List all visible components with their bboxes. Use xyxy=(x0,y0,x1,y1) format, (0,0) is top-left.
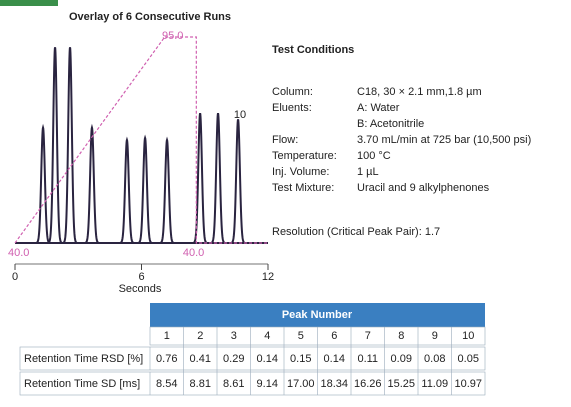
condition-label: Column: xyxy=(272,86,313,98)
column-header: 2 xyxy=(197,330,203,342)
gradient-line xyxy=(14,36,268,244)
peak xyxy=(34,123,52,244)
cell: 0.11 xyxy=(357,353,378,365)
cell: 8.54 xyxy=(156,378,177,390)
table-header: Peak Number xyxy=(282,309,353,321)
cell: 8.61 xyxy=(223,378,244,390)
x-tick-label: 0 xyxy=(12,271,18,283)
cell: 11.09 xyxy=(421,378,448,390)
condition-value: Uracil and 9 alkylphenones xyxy=(357,182,490,194)
cell: 8.81 xyxy=(190,378,211,390)
column-header: 1 xyxy=(164,330,170,342)
condition-value: C18, 30 × 2.1 mm,1.8 µm xyxy=(357,86,482,98)
tab xyxy=(0,0,58,6)
chart-title: Overlay of 6 Consecutive Runs xyxy=(69,11,231,23)
peak xyxy=(191,112,209,244)
row-label: Retention Time SD [ms] xyxy=(24,378,140,390)
condition-label: Temperature: xyxy=(272,150,337,162)
peak xyxy=(46,47,64,244)
cell: 15.25 xyxy=(387,378,415,390)
x-tick-label: 12 xyxy=(262,271,274,283)
row-bg xyxy=(19,346,486,371)
peak xyxy=(229,119,247,244)
cell: 0.09 xyxy=(391,353,412,365)
condition-label: Test Mixture: xyxy=(272,182,334,194)
condition-label: Eluents: xyxy=(272,102,312,114)
row-label: Retention Time RSD [%] xyxy=(24,353,143,365)
peak xyxy=(209,112,227,244)
peak xyxy=(61,47,79,244)
condition-value: 3.70 mL/min at 725 bar (10,500 psi) xyxy=(357,134,531,146)
column-header: 6 xyxy=(331,330,337,342)
condition-label: Flow: xyxy=(272,134,298,146)
condition-label: Inj. Volume: xyxy=(272,166,329,178)
cell: 0.15 xyxy=(290,353,311,365)
cell: 0.08 xyxy=(424,353,445,365)
column-header: 7 xyxy=(365,330,371,342)
cell: 0.29 xyxy=(223,353,244,365)
peak xyxy=(136,134,154,244)
column-header: 8 xyxy=(398,330,404,342)
gradient-label: 40.0 xyxy=(183,247,204,259)
peak xyxy=(83,123,101,244)
peak xyxy=(118,136,136,244)
resolution: Resolution (Critical Peak Pair): 1.7 xyxy=(272,226,440,238)
column-header: 9 xyxy=(432,330,438,342)
row-bg xyxy=(19,371,486,396)
cell: 0.14 xyxy=(324,353,345,365)
column-header: 4 xyxy=(264,330,270,342)
conditions-title: Test Conditions xyxy=(272,44,354,56)
gradient-label: 40.0 xyxy=(8,247,29,259)
cell: 18.34 xyxy=(320,378,348,390)
x-tick-label: 6 xyxy=(138,271,144,283)
cell: 0.05 xyxy=(458,353,479,365)
x-axis-label: Seconds xyxy=(119,283,162,295)
column-header: 5 xyxy=(298,330,304,342)
condition-value: 100 °C xyxy=(357,150,391,162)
condition-value: 1 µL xyxy=(357,166,379,178)
cell: 17.00 xyxy=(287,378,315,390)
column-header: 3 xyxy=(231,330,237,342)
cell: 0.14 xyxy=(257,353,278,365)
cell: 16.26 xyxy=(354,378,382,390)
condition-value: B: Acetonitrile xyxy=(357,118,424,130)
table-header-bg xyxy=(150,303,485,327)
cell: 0.41 xyxy=(190,353,211,365)
gradient-label: 95.0 xyxy=(162,30,183,42)
column-header: 10 xyxy=(462,330,474,342)
cell: 0.76 xyxy=(156,353,177,365)
condition-value: A: Water xyxy=(357,102,400,114)
cell: 9.14 xyxy=(257,378,278,390)
peak xyxy=(158,136,176,244)
annotation: 10 xyxy=(234,109,246,121)
cell: 10.97 xyxy=(454,378,482,390)
